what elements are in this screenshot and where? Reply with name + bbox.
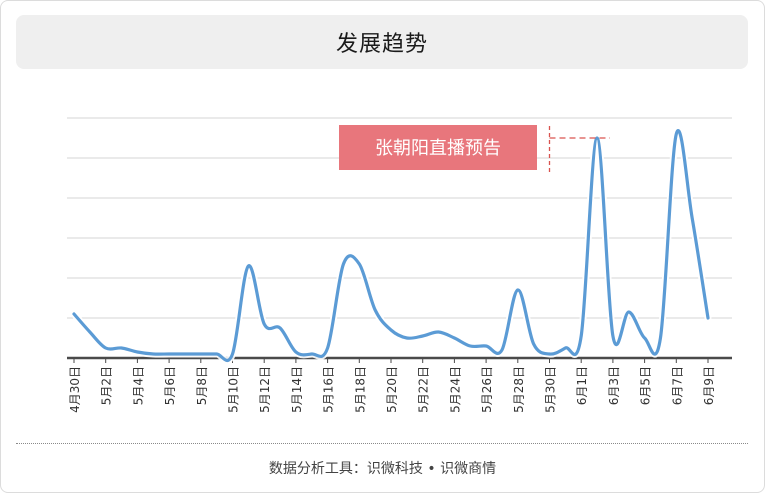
x-tick-label: 5月26日 xyxy=(480,366,494,413)
x-tick-label: 5月12日 xyxy=(258,366,272,413)
x-tick-label: 5月16日 xyxy=(322,366,336,413)
x-tick-label: 5月20日 xyxy=(385,366,399,413)
x-tick-label: 6月5日 xyxy=(639,366,653,405)
x-tick-label: 6月1日 xyxy=(575,366,589,405)
x-tick-label: 6月3日 xyxy=(607,366,621,405)
x-tick-label: 5月28日 xyxy=(512,366,526,413)
chart-title: 发展趋势 xyxy=(335,32,428,57)
x-tick-label: 5月8日 xyxy=(195,366,209,405)
x-tick-label: 5月30日 xyxy=(544,366,558,413)
x-tick-label: 5月22日 xyxy=(417,366,431,413)
series-line xyxy=(72,129,710,363)
x-tick-label: 4月30日 xyxy=(68,366,82,413)
x-tick-label: 6月7日 xyxy=(670,366,684,405)
x-tick-label: 5月2日 xyxy=(100,366,114,405)
footer-source: 数据分析工具：识微科技 • 识微商情 xyxy=(268,461,497,477)
x-tick-label: 6月9日 xyxy=(702,366,716,405)
annotation-box xyxy=(339,125,537,170)
x-tick-label: 5月6日 xyxy=(163,366,177,405)
x-tick-label: 5月10日 xyxy=(227,366,241,413)
footer-divider xyxy=(16,443,748,444)
x-tick-label: 5月18日 xyxy=(353,366,367,413)
x-tick-label: 5月4日 xyxy=(131,366,145,405)
x-tick-label: 5月24日 xyxy=(448,366,462,413)
annotation-label: 张朝阳直播预告 xyxy=(375,138,501,159)
title-bar: 发展趋势 xyxy=(16,15,748,69)
x-tick-label: 5月14日 xyxy=(290,366,304,413)
